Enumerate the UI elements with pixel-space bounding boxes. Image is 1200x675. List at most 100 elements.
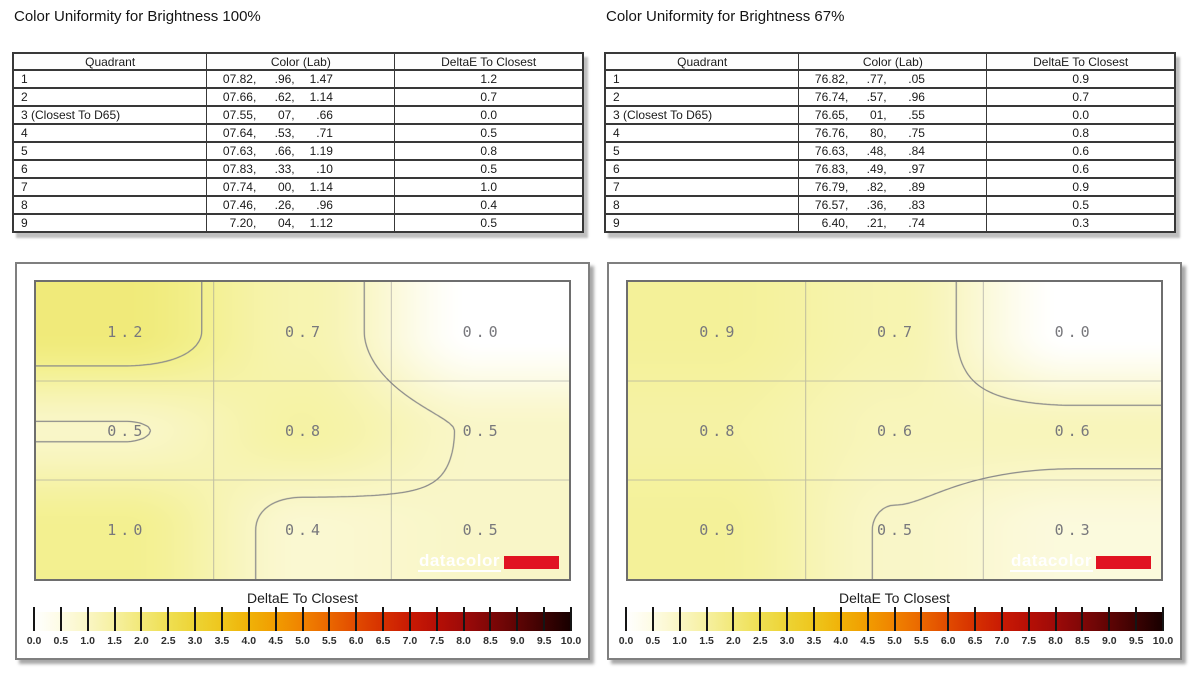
colorbar-tick-label: 10.0 [560,635,582,647]
lab-a-value: .33, [274,162,295,176]
datacolor-logo: datacolor [417,552,559,572]
colorbar-tick-label: 2.0 [726,635,741,647]
quadrant-cell: 2 [12,87,208,107]
heatmap-cell-label: 0.3 [1054,520,1094,539]
uniformity-table-100: Quadrant Color (Lab) DeltaE To Closest 1… [12,52,584,233]
table-header-row: Quadrant Color (Lab) DeltaE To Closest [12,52,584,71]
lab-b-value: .75 [908,126,925,140]
colorbar-tick [1162,607,1164,631]
colorbar-tick-layer [33,607,572,631]
lab-l-value: 07.66, [222,90,257,104]
heatmap-canvas [36,282,569,579]
lab-cell: 07.83, .33, .10 [206,159,396,179]
colorbar-tick-label: 0.0 [618,635,634,647]
quadrant-cell: 2 [604,87,800,107]
lab-cell: 07.82, .96, 1.47 [206,69,396,89]
lab-cell: 76.79, .82, .89 [798,177,988,197]
heatmap-cell-label: 0.6 [876,421,917,440]
deltae-cell: 1.0 [394,177,584,197]
colorbar-tick-label: 1.5 [699,635,714,647]
lab-a-value: .57, [866,90,887,104]
colorbar-tick-label: 5.5 [914,635,929,647]
colorbar-tick-label: 9.5 [536,635,552,647]
lab-a-value: 00, [277,180,295,194]
table-row: 1 76.82, .77, .05 0.9 [604,69,1176,89]
table-row: 9 6.40, .21, .74 0.3 [604,213,1176,233]
colorbar-tick [759,607,762,631]
col-header-quadrant: Quadrant [604,52,800,71]
lab-b-value: 1.47 [309,72,333,86]
colorbar-tick [247,607,250,631]
lab-b-value: .55 [908,108,925,122]
colorbar-tick [408,607,411,631]
deltae-cell: 0.5 [394,213,584,233]
colorbar-tick-label: 5.5 [322,635,337,647]
lab-b-value: 1.14 [309,180,333,194]
heatmap-cell-label: 0.5 [462,421,502,440]
quadrant-cell: 5 [12,141,208,161]
colorbar-tick [59,607,62,631]
colorbar-tick [194,607,197,631]
table-row: 7 76.79, .82, .89 0.9 [604,177,1176,197]
colorbar-tick-label: 4.0 [241,635,257,647]
lab-l-value: 07.82, [222,72,257,86]
quadrant-cell: 5 [604,141,800,161]
lab-cell: 07.55, 07, .66 [206,105,396,125]
table-row: 3 (Closest To D65) 76.65, 01, .55 0.0 [604,105,1176,125]
lab-cell: 76.65, 01, .55 [798,105,988,125]
colorbar-tick [651,607,654,631]
colorbar-tick-labels: 0.0 0.5 1.0 1.5 2.0 2.5 3.0 3.5 4.0 4.5 5.0 5.5 6.0 6… [27,635,582,649]
panel-brightness-67: Color Uniformity for Brightness 67% Quad… [604,8,1182,660]
table-row: 6 76.83, .49, .97 0.6 [604,159,1176,179]
lab-b-value: .05 [908,72,925,86]
colorbar-tick-label: 1.0 [80,635,95,647]
lab-cell: 07.63, .66, 1.19 [206,141,396,161]
colorbar-tick-labels: 0.0 0.5 1.0 1.5 2.0 2.5 3.0 3.5 4.0 4.5 5.0 5.5 6.0 6… [619,635,1174,649]
panel-title: Color Uniformity for Brightness 67% [606,8,845,25]
colorbar-tick-label: 6.0 [348,635,364,647]
deltae-cell: 0.9 [986,177,1176,197]
heatmap-cell-label: 0.5 [876,520,917,539]
lab-l-value: 7.20, [229,216,257,230]
heatmap-cell-label: 0.8 [284,421,325,440]
colorbar-tick-label: 5.0 [887,635,902,647]
lab-cell: 76.74, .57, .96 [798,87,988,107]
datacolor-logo-red-block [504,556,559,569]
colorbar-tick [382,607,385,631]
heatmap-label-grid: 0.9 0.7 0.0 0.8 0.6 0.6 0.9 0.5 [628,282,1161,579]
lab-l-value: 76.57, [814,198,849,212]
heatmap-cell-label: 0.0 [1054,322,1094,341]
colorbar-tick [678,607,681,631]
colorbar-tick-label: 5.0 [295,635,310,647]
colorbar-tick [543,607,546,631]
lab-cell: 76.57, .36, .83 [798,195,988,215]
lab-l-value: 76.83, [814,162,849,176]
lab-a-value: .48, [866,144,887,158]
heatmap-cell-label: 0.8 [699,421,739,440]
lab-a-value: .66, [274,144,295,158]
colorbar-tick [1027,607,1030,631]
deltae-cell: 0.4 [394,195,584,215]
heatmap-cell-label: 0.0 [462,322,502,341]
uniformity-table-67: Quadrant Color (Lab) DeltaE To Closest 1… [604,52,1176,233]
table-row: 2 76.74, .57, .96 0.7 [604,87,1176,107]
lab-b-value: .74 [908,216,925,230]
deltae-cell: 0.0 [986,105,1176,125]
lab-a-value: .36, [866,198,887,212]
lab-a-value: .82, [866,180,887,194]
colorbar-tick-layer [625,607,1164,631]
quadrant-cell: 6 [12,159,208,179]
lab-cell: 07.64, .53, .71 [206,123,396,143]
colorbar-tick-label: 0.5 [53,635,69,647]
colorbar-tick [140,607,143,631]
heatmap-cell-label: 0.7 [284,322,325,341]
col-header-color-lab: Color (Lab) [206,52,396,71]
lab-l-value: 07.46, [222,198,257,212]
quadrant-cell: 8 [12,195,208,215]
lab-cell: 76.82, .77, .05 [798,69,988,89]
panel-title: Color Uniformity for Brightness 100% [14,8,261,25]
lab-b-value: .66 [316,108,333,122]
heatmap-cell-label: 0.5 [462,520,502,539]
colorbar-tick [1108,607,1111,631]
lab-cell: 76.63, .48, .84 [798,141,988,161]
